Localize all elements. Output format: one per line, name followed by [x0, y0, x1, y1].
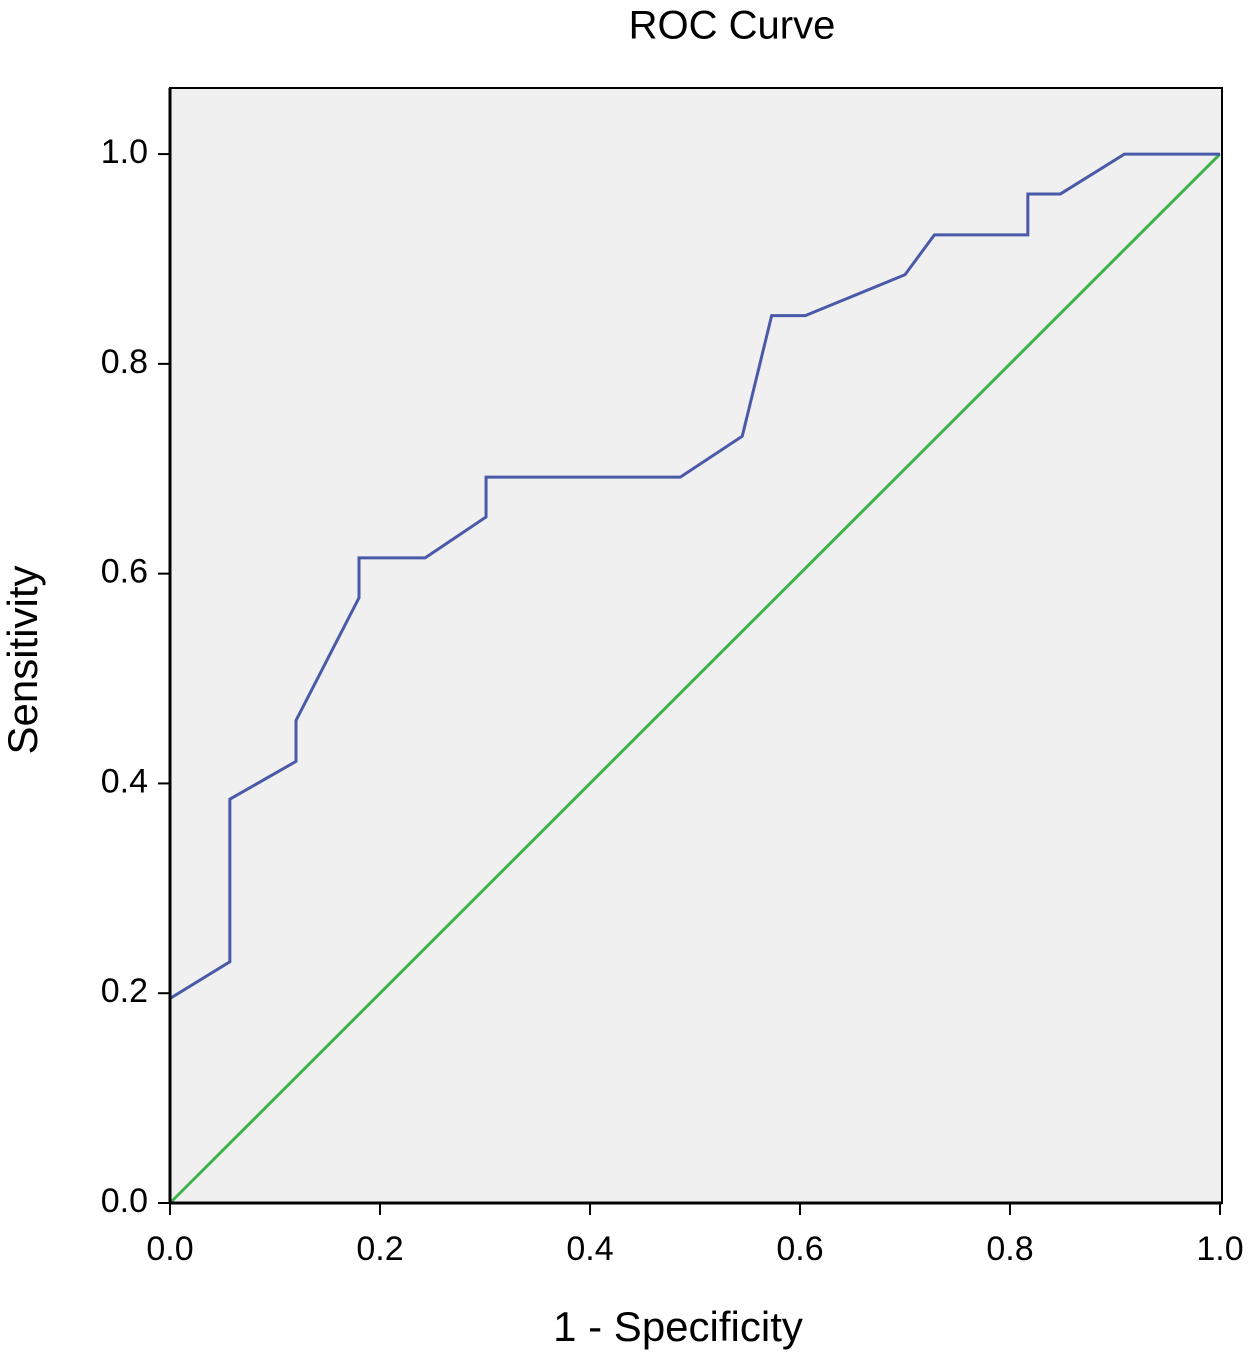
y-tick-label: 0.8	[101, 343, 148, 381]
x-tick-label: 0.2	[356, 1230, 403, 1268]
x-axis-title: 1 - Specificity	[553, 1303, 803, 1350]
x-tick-label: 0.4	[566, 1230, 613, 1268]
plot-area	[169, 87, 1223, 1204]
y-axis-title: Sensitivity	[0, 565, 46, 754]
y-tick-label: 0.4	[101, 762, 148, 800]
y-tick-label: 0.6	[101, 553, 148, 591]
y-tick-label: 0.0	[101, 1182, 148, 1220]
y-tick-label: 0.2	[101, 972, 148, 1010]
x-tick-label: 0.0	[146, 1230, 193, 1268]
roc-line	[168, 152, 1220, 1203]
x-tick-label: 0.8	[986, 1230, 1033, 1268]
chart-title: ROC Curve	[629, 4, 836, 48]
roc-line	[168, 153, 1222, 1205]
x-tick-label: 1.0	[1196, 1230, 1243, 1268]
y-tick-label: 1.0	[101, 133, 148, 171]
x-tick-label: 0.6	[776, 1230, 823, 1268]
